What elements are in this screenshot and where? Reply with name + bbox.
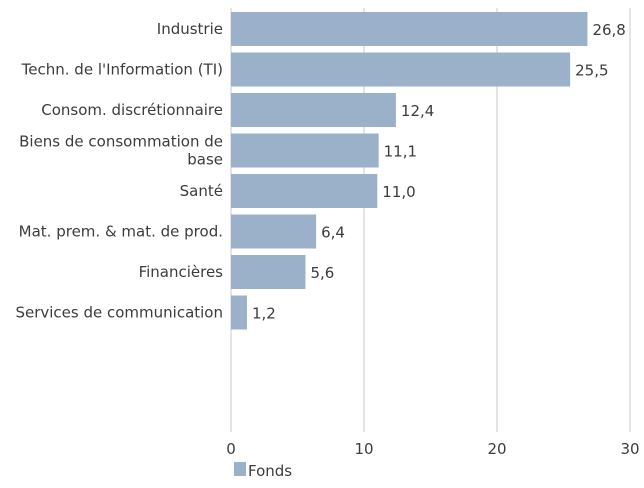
bar-7	[231, 295, 247, 330]
category-label-6: Financières	[139, 263, 224, 281]
bar-5	[231, 214, 317, 249]
bar-0	[231, 12, 588, 46]
bars	[231, 12, 588, 330]
value-label-3: 11,1	[384, 143, 417, 161]
category-label-1: Techn. de l'Information (TI)	[21, 61, 223, 79]
category-label-2: Consom. discrétionnaire	[41, 101, 223, 119]
category-label-line: Industrie	[157, 20, 223, 38]
category-label-line: base	[187, 151, 223, 169]
bar-1	[231, 52, 571, 87]
category-label-3: Biens de consommation de base	[19, 133, 223, 169]
bar-6	[231, 255, 306, 289]
category-label-line: Mat. prem. & mat. de prod.	[19, 223, 223, 241]
x-tick-label-0: 0	[226, 440, 236, 458]
value-labels: 26,8 25,5 12,4 11,1 11,0 6,4 5,6 1,2	[252, 21, 626, 323]
value-label-7: 1,2	[252, 305, 276, 323]
category-label-line: Techn. de l'Information (TI)	[21, 61, 223, 79]
value-label-6: 5,6	[310, 264, 334, 282]
bar-2	[231, 93, 396, 127]
legend-label: Fonds	[248, 462, 292, 480]
category-label-4: Santé	[180, 182, 223, 200]
x-tick-label-30: 30	[620, 440, 639, 458]
value-label-0: 26,8	[592, 21, 625, 39]
category-labels: Industrie Techn. de l'Information (TI) Con…	[15, 20, 223, 322]
x-tick-label-20: 20	[487, 440, 506, 458]
value-label-1: 25,5	[575, 62, 608, 80]
category-label-line: Financières	[139, 263, 224, 281]
bar-4	[231, 174, 378, 208]
x-axis-ticks: 0 10 20 30	[226, 440, 639, 458]
category-label-line: Santé	[180, 182, 223, 200]
category-label-0: Industrie	[157, 20, 223, 38]
value-label-5: 6,4	[321, 224, 345, 242]
value-label-2: 12,4	[401, 102, 434, 120]
legend-swatch	[234, 462, 246, 476]
value-label-4: 11,0	[382, 183, 415, 201]
category-label-line: Services de communication	[15, 304, 223, 322]
category-label-line: Consom. discrétionnaire	[41, 101, 223, 119]
bar-3	[231, 133, 379, 168]
category-label-7: Services de communication	[15, 304, 223, 322]
legend: Fonds	[234, 462, 292, 480]
x-tick-label-10: 10	[354, 440, 373, 458]
category-label-5: Mat. prem. & mat. de prod.	[19, 223, 223, 241]
category-label-line: Biens de consommation de	[19, 133, 223, 151]
